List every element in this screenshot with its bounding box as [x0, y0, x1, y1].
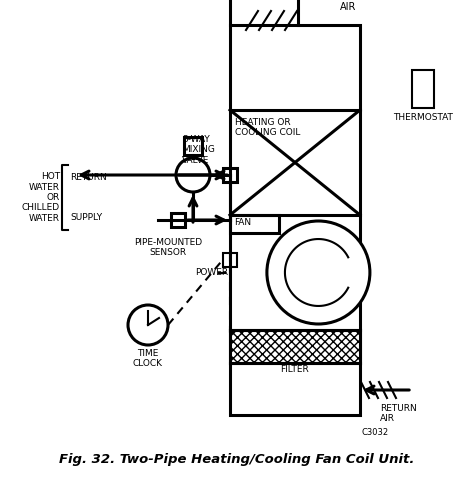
Text: Fig. 32. Two-Pipe Heating/Cooling Fan Coil Unit.: Fig. 32. Two-Pipe Heating/Cooling Fan Co… — [59, 453, 415, 466]
Bar — [230, 25, 360, 415]
Text: PIPE-MOUNTED
SENSOR: PIPE-MOUNTED SENSOR — [134, 238, 202, 257]
Text: HEATING OR
COOLING COIL: HEATING OR COOLING COIL — [235, 118, 301, 137]
Bar — [184, 137, 202, 155]
Text: FILTER: FILTER — [281, 365, 310, 374]
Bar — [223, 168, 237, 182]
Bar — [230, 330, 360, 363]
Text: POWER: POWER — [195, 268, 228, 277]
Circle shape — [267, 221, 370, 324]
Bar — [223, 253, 237, 267]
Text: 3-WAY
MIXING
VALVE: 3-WAY MIXING VALVE — [182, 135, 215, 165]
Text: RETURN
AIR: RETURN AIR — [380, 404, 417, 424]
Text: HOT
WATER
OR
CHILLED
WATER: HOT WATER OR CHILLED WATER — [22, 172, 60, 223]
Bar — [171, 213, 185, 227]
Text: FAN: FAN — [234, 218, 251, 227]
Text: RETURN: RETURN — [70, 172, 107, 182]
Text: C3032: C3032 — [362, 428, 389, 437]
Text: DISCHARGE
AIR: DISCHARGE AIR — [340, 0, 398, 12]
Circle shape — [128, 305, 168, 345]
Text: SUPPLY: SUPPLY — [70, 213, 102, 223]
Text: THERMOSTAT: THERMOSTAT — [393, 113, 453, 122]
Bar — [412, 70, 434, 108]
Circle shape — [176, 158, 210, 192]
Bar — [230, 215, 279, 233]
Text: TIME
CLOCK: TIME CLOCK — [133, 349, 163, 368]
